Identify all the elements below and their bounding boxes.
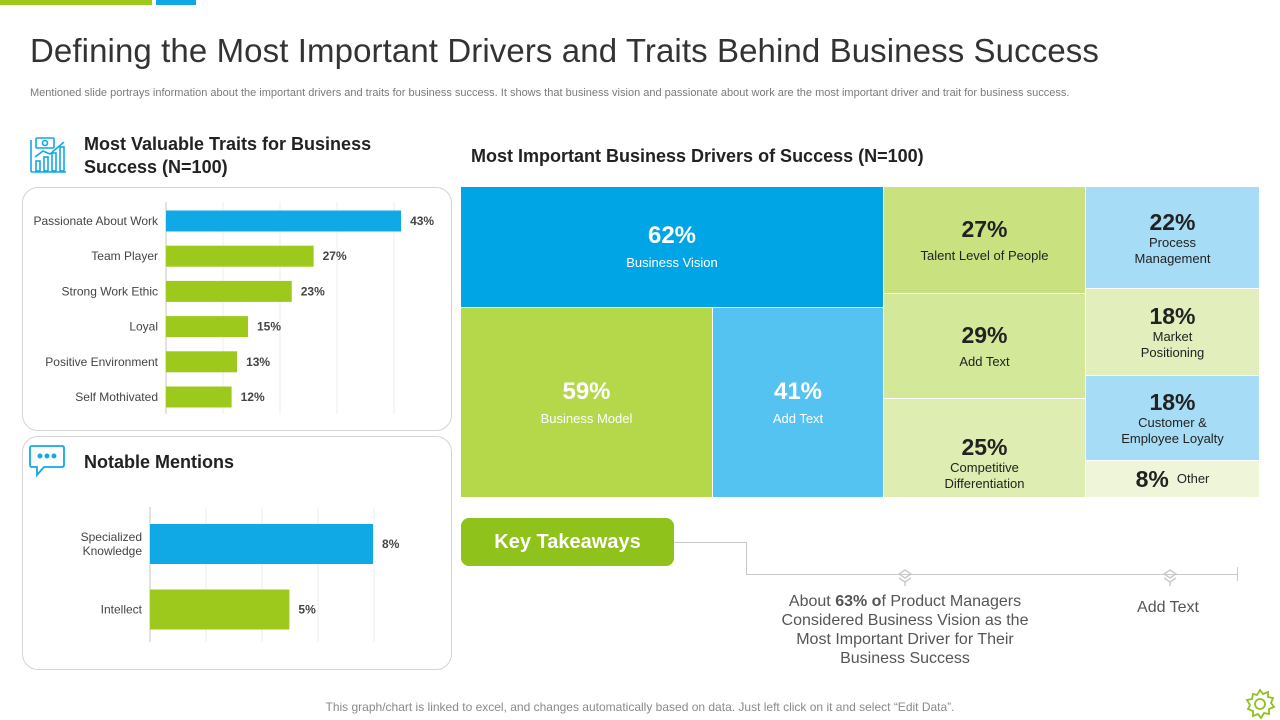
connector-line xyxy=(674,542,747,543)
takeaway-highlight: 63% xyxy=(835,593,868,610)
treemap-value: 22% xyxy=(1149,208,1196,235)
bar-value: 23% xyxy=(301,284,325,298)
traits-panel: Passionate About Work 43% Team Player 27% St… xyxy=(22,187,452,431)
treemap-cell: 59% Business Model xyxy=(461,308,713,498)
bar-label: Passionate About Work xyxy=(33,214,159,228)
treemap-label: Market Positioning xyxy=(1140,329,1205,360)
treemap-value: 8% xyxy=(1135,466,1169,492)
treemap-cell: 22% Process Management xyxy=(1086,187,1260,289)
bar-value: 27% xyxy=(323,249,347,263)
treemap-label: Business Model xyxy=(540,410,633,426)
bar-value: 8% xyxy=(382,537,400,551)
speech-bubble-icon xyxy=(28,443,66,479)
bar xyxy=(166,351,238,373)
bar-label: Self Mothivated xyxy=(75,390,158,404)
bar-value: 15% xyxy=(257,320,281,334)
bar-value: 43% xyxy=(410,214,434,228)
treemap-label: Add Text xyxy=(772,410,824,426)
treemap-cell: 8% Other xyxy=(1086,461,1260,498)
page-title: Defining the Most Important Drivers and … xyxy=(30,32,1099,69)
treemap-cell: 62% Business Vision xyxy=(461,187,884,308)
bar-label: Strong Work Ethic xyxy=(62,284,158,298)
footnote: This graph/chart is linked to excel, and… xyxy=(325,700,955,714)
treemap-label: Business Vision xyxy=(626,255,718,270)
bar-label: Loyal xyxy=(129,320,158,334)
page-subtitle: Mentioned slide portrays information abo… xyxy=(30,87,1070,99)
treemap-value: 62% xyxy=(647,222,697,249)
bar xyxy=(166,280,292,302)
bar xyxy=(166,386,232,408)
mentions-heading: Notable Mentions xyxy=(84,452,235,472)
key-takeaways-button[interactable]: Key Takeaways xyxy=(461,518,674,566)
treemap-cell: 25% Competitive Differentiation xyxy=(884,399,1086,498)
connector-line xyxy=(746,542,747,575)
takeaway-item-2: Add Text xyxy=(1137,599,1199,616)
treemap-value: 18% xyxy=(1149,303,1196,329)
drivers-heading: Most Important Business Drivers of Succe… xyxy=(471,146,924,166)
bar xyxy=(150,524,374,564)
money-chart-icon xyxy=(28,135,68,175)
takeaway-highlight-2: o xyxy=(871,593,882,610)
traits-heading: Most Valuable Traits for Business Succes… xyxy=(84,134,372,177)
bar-value: 13% xyxy=(246,355,270,369)
treemap-value: 59% xyxy=(562,377,611,405)
treemap-value: 41% xyxy=(773,377,823,405)
treemap-value: 18% xyxy=(1149,389,1196,415)
connector-end xyxy=(1237,567,1238,581)
accent-bar-green xyxy=(0,0,152,5)
bar-label: Specialized Knowledge xyxy=(81,530,143,558)
treemap-value: 29% xyxy=(961,322,1008,348)
mentions-panel: Specialized Knowledge 8% Intellect 5% xyxy=(22,436,452,670)
treemap-label: Add Text xyxy=(959,354,1010,369)
gear-icon xyxy=(1244,688,1276,720)
bar-value: 5% xyxy=(298,603,316,617)
bar xyxy=(166,316,248,338)
treemap-cell: 41% Add Text xyxy=(713,308,884,498)
takeaway-prefix: About xyxy=(788,593,836,610)
treemap-label: Competitive Differentiation xyxy=(944,460,1025,491)
bar-label: Intellect xyxy=(101,603,143,617)
treemap-value: 27% xyxy=(961,216,1008,242)
treemap-label: Talent Level of People xyxy=(920,248,1049,263)
accent-bar-blue xyxy=(156,0,196,5)
traits-chart: Passionate About Work 43% Team Player 27% St… xyxy=(33,202,434,414)
treemap-label: Customer & Employee Loyalty xyxy=(1121,415,1224,446)
treemap-label: Other xyxy=(1176,471,1210,486)
treemap-cell: 29% Add Text xyxy=(884,294,1086,399)
treemap-value: 25% xyxy=(961,434,1008,460)
bar-label: Positive Environment xyxy=(45,355,158,369)
treemap-cell: 18% Customer & Employee Loyalty xyxy=(1086,376,1260,461)
treemap-label: Process Management xyxy=(1134,234,1211,266)
bar xyxy=(166,245,314,267)
takeaway-item-1: About 63% of Product Managers Considered… xyxy=(780,592,1030,668)
connector-line xyxy=(746,574,1238,575)
bar xyxy=(150,589,290,630)
bar xyxy=(166,210,402,232)
bar-value: 12% xyxy=(241,390,265,404)
marker-icon xyxy=(1162,569,1178,587)
marker-icon xyxy=(897,569,913,587)
bar-label: Team Player xyxy=(91,249,158,263)
treemap-cell: 18% Market Positioning xyxy=(1086,289,1260,376)
mentions-chart: Specialized Knowledge 8% Intellect 5% xyxy=(81,507,400,642)
treemap-cell: 27% Talent Level of People xyxy=(884,187,1086,294)
takeaway-rest: f Product Managers Considered Business V… xyxy=(781,593,1029,667)
